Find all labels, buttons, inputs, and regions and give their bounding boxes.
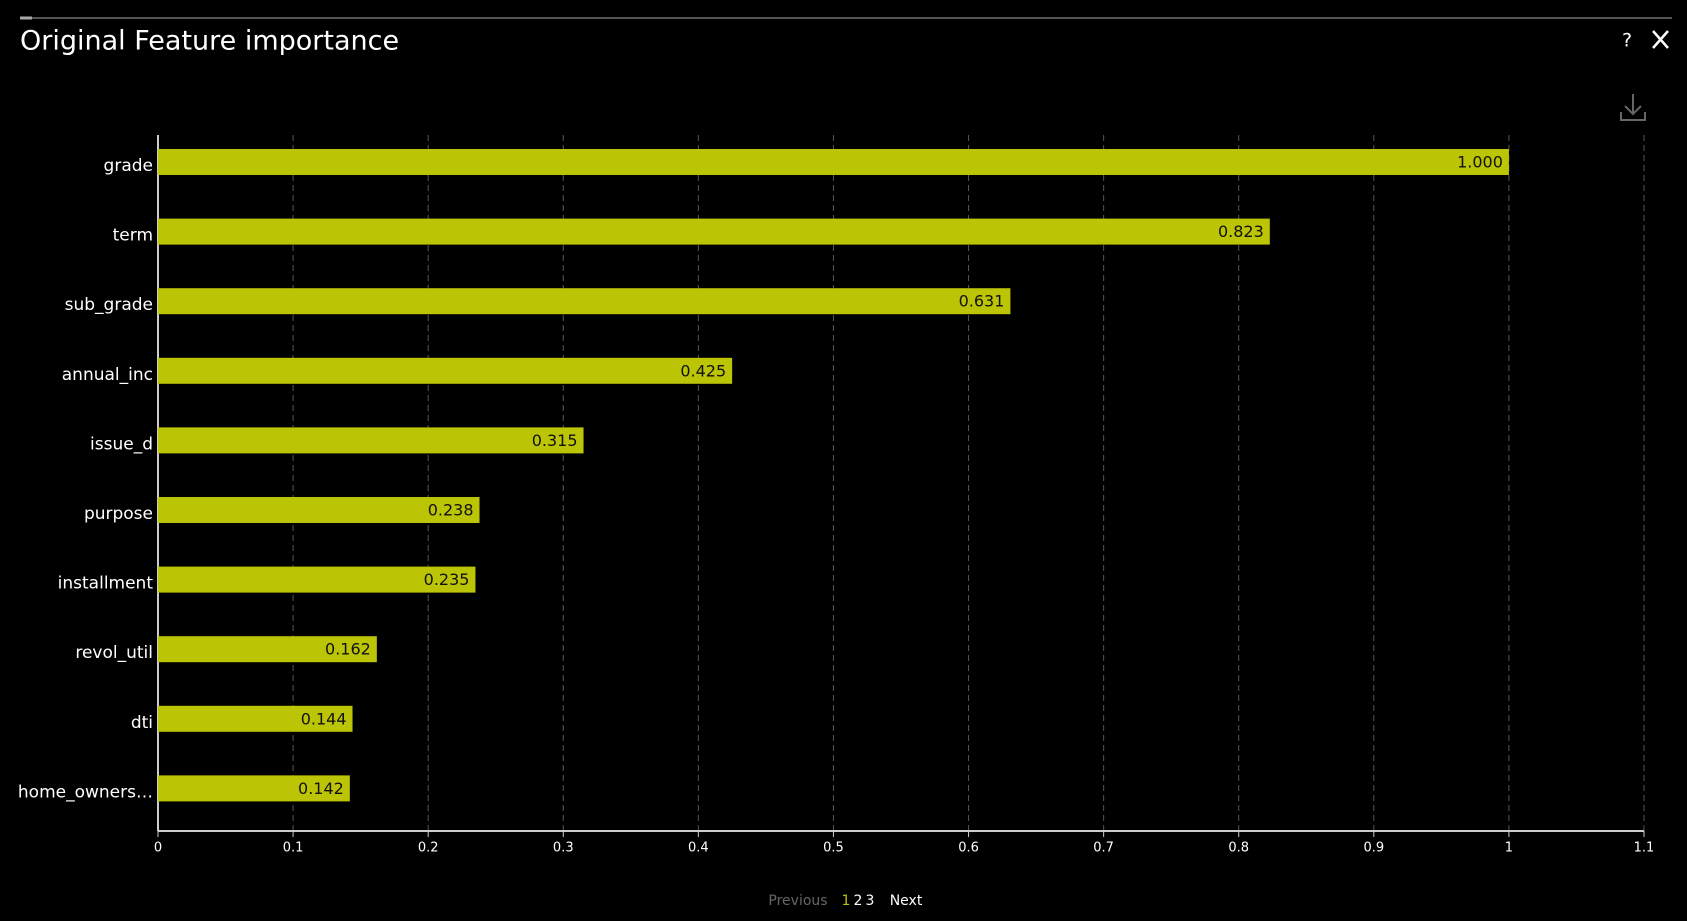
x-tick-label: 1.1 <box>1634 841 1655 856</box>
y-tick-label: sub_grade <box>65 295 153 315</box>
y-tick-label: annual_inc <box>62 365 153 385</box>
y-tick-label: dti <box>131 713 153 733</box>
help-button[interactable]: ? <box>1622 30 1632 52</box>
y-tick-label: installment <box>58 574 154 594</box>
y-tick-label: home_owners… <box>18 782 153 802</box>
value-label: 0.142 <box>298 779 344 798</box>
value-label: 0.823 <box>1218 222 1264 241</box>
page-number[interactable]: 1 <box>842 893 851 909</box>
x-tick-label: 0.9 <box>1363 841 1384 856</box>
value-label: 0.235 <box>424 570 470 589</box>
y-tick-label: revol_util <box>75 643 153 663</box>
value-label: 0.144 <box>301 709 347 728</box>
bar <box>158 288 1011 315</box>
y-tick-label: grade <box>104 156 153 176</box>
page-number[interactable]: 3 <box>866 893 875 909</box>
x-tick-label: 0.7 <box>1093 841 1114 856</box>
y-tick-label: purpose <box>84 504 153 524</box>
bar <box>158 427 584 454</box>
previous-button[interactable]: Previous <box>768 893 827 909</box>
bar <box>158 357 733 384</box>
x-tick-label: 1 <box>1505 841 1513 856</box>
y-tick-label: term <box>113 226 153 246</box>
value-label: 0.238 <box>428 501 474 520</box>
page-number[interactable]: 2 <box>854 893 863 909</box>
x-tick-label: 0.4 <box>688 841 709 856</box>
next-button[interactable]: Next <box>890 893 923 909</box>
download-button[interactable] <box>1620 94 1646 121</box>
value-label: 0.315 <box>532 431 578 450</box>
bar <box>158 566 476 593</box>
modal-title: Original Feature importance <box>20 26 399 57</box>
value-label: 0.631 <box>959 292 1005 311</box>
bar <box>158 149 1509 175</box>
bar <box>158 636 377 663</box>
bar <box>158 705 353 732</box>
value-label: 1.000 <box>1457 153 1503 172</box>
bar <box>158 497 480 523</box>
bar <box>158 775 350 802</box>
x-tick-label: 0 <box>154 841 162 856</box>
x-tick-label: 0.8 <box>1228 841 1249 856</box>
x-tick-label: 0.5 <box>823 841 844 856</box>
value-label: 0.425 <box>680 361 726 380</box>
value-label: 0.162 <box>325 640 371 659</box>
bar <box>158 218 1270 245</box>
x-tick-label: 0.2 <box>418 841 439 856</box>
x-tick-label: 0.3 <box>553 841 574 856</box>
x-tick-label: 0.1 <box>283 841 304 856</box>
plot: 0 0.1 0.2 0.3 0.4 0.5 0.6 0.7 0.8 0.9 1 1.1 grade 1.0… <box>18 135 1654 856</box>
y-tick-label: issue_d <box>90 434 153 454</box>
x-tick-label: 0.6 <box>958 841 979 856</box>
close-button[interactable] <box>1652 30 1669 49</box>
